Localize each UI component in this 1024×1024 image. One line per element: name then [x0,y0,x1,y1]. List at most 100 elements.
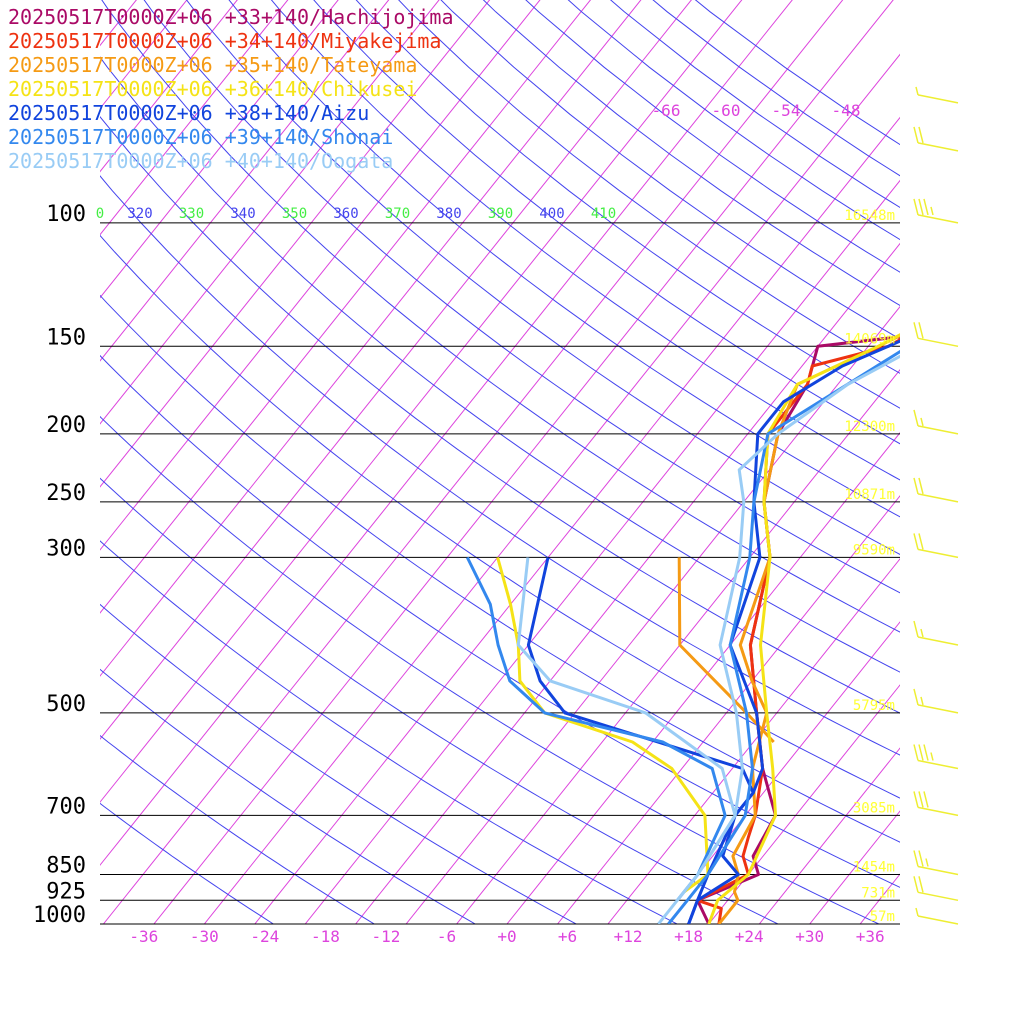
legend-entry: 20250517T0000Z+06 +36+140/Chikusei [8,77,417,101]
wind-barb-flag [913,791,919,808]
temperature-tick-label: -24 [250,927,279,946]
temperature-tick-label: +18 [674,927,703,946]
dry-adiabat-line [694,0,900,146]
dry-adiabat-lines [100,0,900,924]
wind-barb-flag [923,198,929,216]
temperature-tick-label: +30 [795,927,824,946]
height-label: 3085m [853,800,895,816]
dry-adiabat-line [270,0,900,481]
temperature-tick-label: -18 [311,927,340,946]
dewpoint-line [465,556,727,902]
temperature-tick-label: +12 [614,927,643,946]
dry-adiabat-line [100,734,376,924]
temperature-line [687,339,900,924]
wind-barbs [913,86,959,925]
wind-barb-flag [918,322,924,339]
temperature-line [707,333,900,924]
wind-barb-half-flag [920,628,924,638]
dry-adiabat-line [100,802,275,924]
wind-barb [913,791,959,817]
dry-adiabat-line [100,354,900,888]
pressure-label: 925 [46,879,86,904]
wind-barb-flag [923,744,929,761]
wind-barb-flag [913,744,919,761]
dry-adiabat-line [100,603,578,924]
theta-label: 350 [282,206,307,222]
wind-barb-staff [917,636,959,646]
dewpoint-line [526,557,755,924]
wind-barb-flag [923,791,929,808]
dry-adiabat-line [100,234,900,799]
wind-barb [913,850,959,876]
temperature-line [696,335,900,924]
height-label: 57m [870,909,895,925]
wind-barb [915,86,959,104]
dry-adiabat-line [482,0,900,307]
dry-adiabat-line [100,294,900,843]
legend-entry: 20250517T0000Z+06 +39+140/Shonai [8,125,393,149]
theta-label: 320 [127,206,152,222]
wind-barb-flag [913,533,919,550]
dry-adiabat-line [100,175,900,756]
temperature-tick-label: +6 [558,927,577,946]
wind-barb-flag [913,409,919,427]
pressure-label: 200 [46,413,86,438]
legend-entry: 20250517T0000Z+06 +40+140/Oogata [8,149,393,173]
dry-adiabat-line [440,0,900,340]
isotherm-line [911,0,1024,924]
wind-barb-flag [918,791,924,808]
wind-barb-half-flag [925,858,929,867]
pressure-label: 1000 [33,903,86,928]
wind-barb [913,126,959,152]
temperature-tick-label: +0 [497,927,516,946]
isotherm-line [100,0,238,173]
isotherm-line [758,747,900,924]
wind-barb-flag [913,126,919,144]
pressure-label: 250 [46,481,86,506]
dry-adiabat-line [143,0,900,594]
wind-barb-flag [918,533,924,550]
dry-adiabat-line [100,668,477,924]
wind-barb-flag [913,688,919,706]
isotherm-top-label: -66 [652,101,681,120]
height-label: 14069m [844,331,895,347]
isotherm-top-label: -48 [832,101,861,120]
isotherm-line [859,873,900,924]
theta-label: 390 [488,206,513,222]
height-label: 12300m [844,419,895,435]
pressure-label: 100 [46,202,86,227]
wind-barb-staff [917,891,959,902]
theta-label: 410 [591,206,616,222]
isotherm-line [1012,0,1024,924]
isotherm-line [658,621,900,924]
wind-barb-half-flag [920,696,924,706]
height-label: 1454m [853,860,895,876]
dry-adiabat-line [100,56,900,673]
wind-barb-flag [913,322,919,339]
wind-barb-flag [918,850,924,867]
dry-adiabat-line [100,415,880,924]
wind-barb-staff [917,425,959,435]
height-label: 10871m [844,487,895,503]
wind-barb-half-flag [915,907,919,917]
legend-entry: 20250517T0000Z+06 +38+140/Aizu [8,101,369,125]
wind-barb [913,198,959,224]
isotherm-line [100,0,188,110]
theta-label: 0 [96,206,104,222]
height-label: 16548m [844,208,895,224]
pressure-label: 300 [46,536,86,561]
wind-barb-half-flag [915,86,919,96]
wind-barb-staff [917,548,959,559]
wind-barb [915,907,959,925]
dry-adiabat-line [100,477,780,924]
wind-barb-flag [918,198,924,216]
pressure-label: 150 [46,325,86,350]
wind-barb-half-flag [930,206,934,216]
pressure-label: 850 [46,854,86,879]
temperature-tick-label: -36 [129,927,158,946]
axis-labels: 100 16548m 150 14069m 200 12300m 250 10871m 300 9… [33,101,895,946]
theta-label: 360 [333,206,358,222]
pressure-label: 700 [46,794,86,819]
height-label: 9590m [853,542,895,558]
